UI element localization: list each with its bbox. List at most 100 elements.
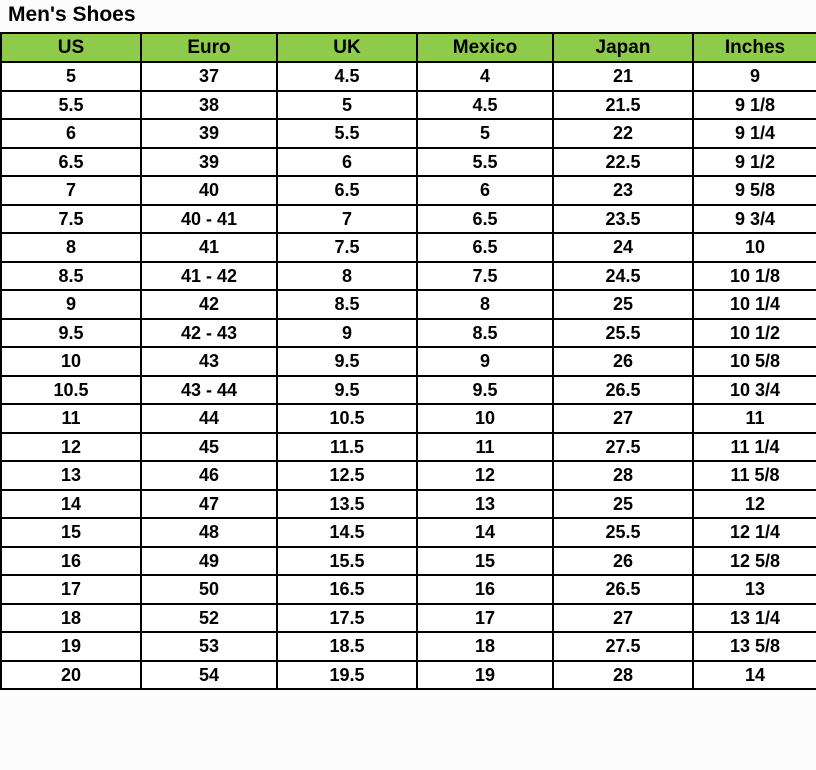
table-row: 8.5 41 - 42 8 7.5 24.5 10 1/8 [0,260,816,291]
table-cell: 43 - 44 [140,374,278,405]
table-cell: 18.5 [276,631,418,662]
table-row: 19 53 18.5 18 27.5 13 5/8 [0,631,816,662]
table-cell: 5.5 [416,146,554,177]
header-row: US Euro UK Mexico Japan Inches [0,32,816,63]
table-cell: 4.5 [276,61,418,92]
table-cell: 10 5/8 [692,346,816,377]
table-cell: 7 [0,175,142,206]
table-cell: 10 1/2 [692,317,816,348]
table-cell: 17.5 [276,602,418,633]
table-cell: 8 [416,289,554,320]
table-cell: 9.5 [276,374,418,405]
table-cell: 39 [140,118,278,149]
table-cell: 20 [0,659,142,690]
column-header-inches: Inches [692,32,816,63]
table-row: 5.5 38 5 4.5 21.5 9 1/8 [0,89,816,120]
table-cell: 9 5/8 [692,175,816,206]
table-cell: 22.5 [552,146,694,177]
table-body: 5 37 4.5 4 21 9 5.5 38 5 4.5 21.5 9 1/8 6 39 5.5 5 22 9 1… [0,61,816,690]
table-cell: 8.5 [0,260,142,291]
table-row: 20 54 19.5 19 28 14 [0,659,816,690]
table-cell: 10 [0,346,142,377]
table-cell: 18 [0,602,142,633]
table-cell: 26.5 [552,574,694,605]
column-header-mexico: Mexico [416,32,554,63]
table-cell: 6.5 [276,175,418,206]
table-cell: 54 [140,659,278,690]
table-cell: 9 [692,61,816,92]
table-cell: 15 [416,545,554,576]
table-row: 6.5 39 6 5.5 22.5 9 1/2 [0,146,816,177]
table-cell: 8 [276,260,418,291]
table-cell: 14 [0,488,142,519]
table-cell: 13 5/8 [692,631,816,662]
table-cell: 23 [552,175,694,206]
table-row: 10 43 9.5 9 26 10 5/8 [0,346,816,377]
table-cell: 5 [0,61,142,92]
table-row: 5 37 4.5 4 21 9 [0,61,816,92]
table-cell: 6 [416,175,554,206]
table-cell: 22 [552,118,694,149]
table-cell: 11 [0,403,142,434]
table-cell: 5.5 [0,89,142,120]
table-cell: 10 [692,232,816,263]
table-row: 15 48 14.5 14 25.5 12 1/4 [0,517,816,548]
table-cell: 12.5 [276,460,418,491]
table-cell: 50 [140,574,278,605]
table-row: 8 41 7.5 6.5 24 10 [0,232,816,263]
table-cell: 13 [692,574,816,605]
table-cell: 8.5 [276,289,418,320]
table-cell: 7.5 [416,260,554,291]
table-cell: 6.5 [416,203,554,234]
table-cell: 46 [140,460,278,491]
table-cell: 6 [276,146,418,177]
table-cell: 26.5 [552,374,694,405]
table-row: 7.5 40 - 41 7 6.5 23.5 9 3/4 [0,203,816,234]
table-cell: 10 1/8 [692,260,816,291]
table-cell: 11 1/4 [692,431,816,462]
table-cell: 16 [0,545,142,576]
table-cell: 9 [416,346,554,377]
table-cell: 18 [416,631,554,662]
table-cell: 38 [140,89,278,120]
table-cell: 8 [0,232,142,263]
column-header-us: US [0,32,142,63]
table-cell: 26 [552,346,694,377]
table-cell: 27.5 [552,631,694,662]
table-cell: 9.5 [0,317,142,348]
table-cell: 17 [0,574,142,605]
table-cell: 45 [140,431,278,462]
table-cell: 27 [552,602,694,633]
table-cell: 9.5 [276,346,418,377]
table-cell: 9 [276,317,418,348]
table-cell: 13.5 [276,488,418,519]
table-row: 17 50 16.5 16 26.5 13 [0,574,816,605]
table-cell: 41 - 42 [140,260,278,291]
table-cell: 7.5 [0,203,142,234]
table-cell: 10 1/4 [692,289,816,320]
table-cell: 53 [140,631,278,662]
table-cell: 43 [140,346,278,377]
table-cell: 17 [416,602,554,633]
table-cell: 42 [140,289,278,320]
column-header-euro: Euro [140,32,278,63]
table-cell: 40 - 41 [140,203,278,234]
table-cell: 7 [276,203,418,234]
table-row: 10.5 43 - 44 9.5 9.5 26.5 10 3/4 [0,374,816,405]
table-cell: 25.5 [552,317,694,348]
table-cell: 25 [552,289,694,320]
table-cell: 16.5 [276,574,418,605]
table-cell: 12 [692,488,816,519]
table-row: 9 42 8.5 8 25 10 1/4 [0,289,816,320]
table-cell: 9 1/8 [692,89,816,120]
table-cell: 13 [0,460,142,491]
table-cell: 4.5 [416,89,554,120]
table-row: 6 39 5.5 5 22 9 1/4 [0,118,816,149]
table-cell: 42 - 43 [140,317,278,348]
table-cell: 9.5 [416,374,554,405]
page-title: Men's Shoes [8,3,136,26]
table-cell: 44 [140,403,278,434]
table-cell: 24 [552,232,694,263]
table-cell: 25 [552,488,694,519]
table-cell: 10.5 [0,374,142,405]
